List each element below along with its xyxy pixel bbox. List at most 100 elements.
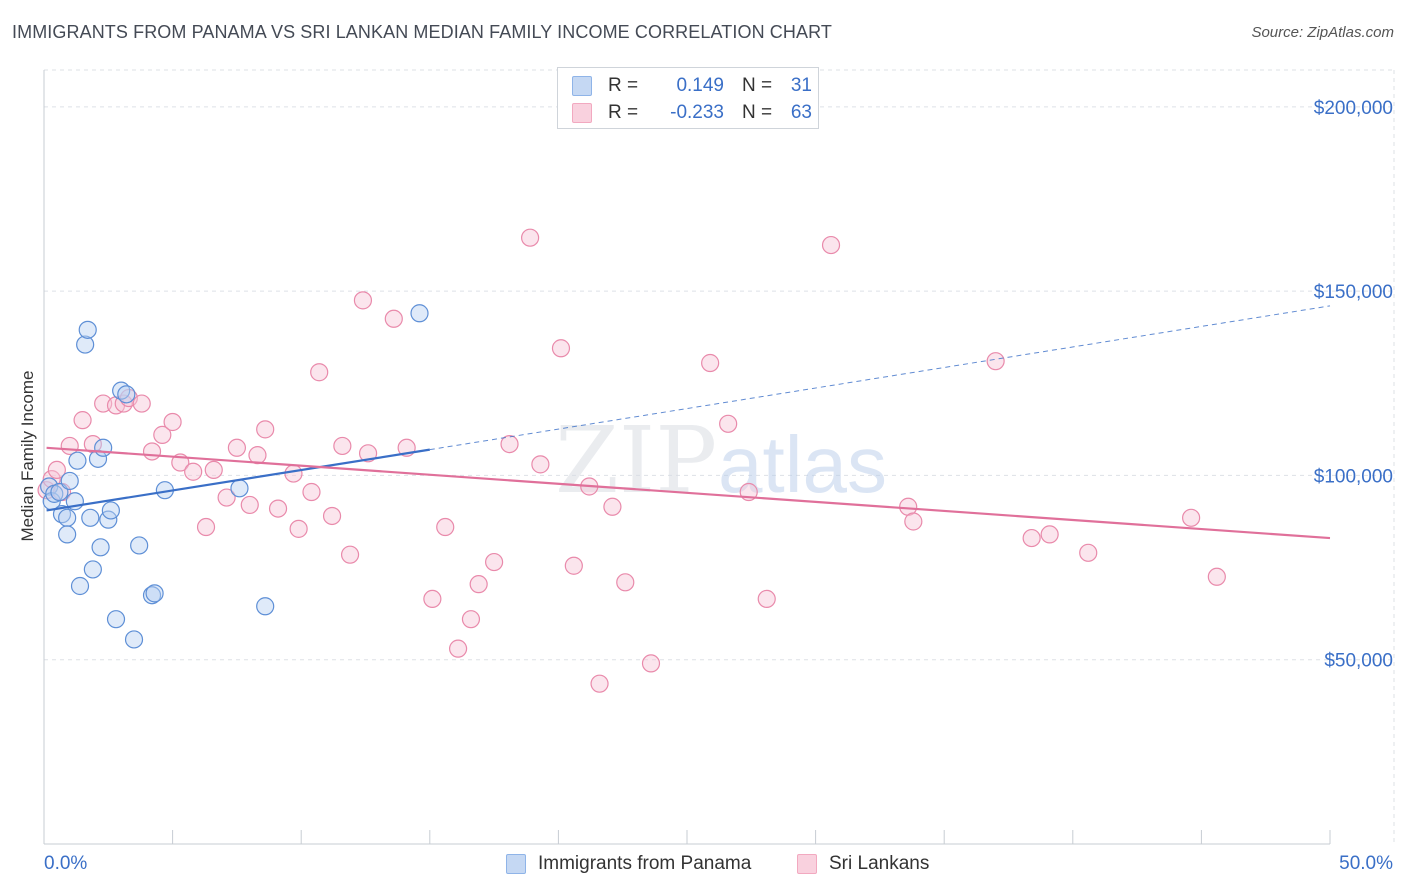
data-point <box>500 435 519 454</box>
trend-lines <box>46 305 1331 540</box>
data-point <box>142 442 162 461</box>
data-point <box>70 576 90 596</box>
data-point <box>531 455 550 474</box>
data-point <box>78 320 97 339</box>
legend-r-value: 0.149 <box>676 75 724 96</box>
data-point <box>73 411 92 430</box>
data-point <box>58 525 77 544</box>
data-point <box>423 589 442 609</box>
data-point <box>757 589 776 609</box>
y-tick-label: $100,000 <box>1314 466 1393 487</box>
data-point <box>94 438 113 457</box>
data-point <box>227 438 246 457</box>
data-point <box>145 584 164 603</box>
data-point <box>461 610 481 629</box>
data-point <box>47 460 66 479</box>
y-tick-label: $200,000 <box>1314 98 1393 119</box>
data-point <box>353 291 373 310</box>
legend-item-sri: Sri Lankans <box>797 851 929 877</box>
legend-n-value: 63 <box>790 102 812 123</box>
data-point <box>142 586 162 605</box>
data-point <box>410 304 429 323</box>
data-point <box>384 309 403 328</box>
data-point <box>1182 508 1201 527</box>
y-axis-label: Median Family Income <box>18 370 37 542</box>
legend-n-label: N = <box>742 75 773 96</box>
data-point <box>217 488 236 507</box>
data-point <box>641 654 661 673</box>
data-point <box>101 501 120 520</box>
data-point <box>106 610 126 629</box>
data-point <box>986 352 1005 371</box>
data-point <box>58 508 77 527</box>
data-point <box>469 575 488 594</box>
watermark-zip: ZIP <box>555 407 717 514</box>
trend-line-panama-projection <box>429 305 1331 451</box>
data-point <box>81 508 100 527</box>
data-point <box>603 497 622 516</box>
data-point <box>616 573 635 592</box>
series-sri-lankans <box>37 228 1226 693</box>
legend-r-value: -0.233 <box>670 102 724 123</box>
data-point <box>230 479 249 498</box>
data-point <box>564 556 583 575</box>
data-point <box>163 412 182 432</box>
series-immigrants-from-panama <box>40 304 429 649</box>
data-point <box>124 630 144 649</box>
data-point <box>719 414 738 433</box>
y-tick-label: $50,000 <box>1324 651 1393 672</box>
watermark-atlas: atlas <box>718 420 887 509</box>
watermark: ZIP atlas <box>555 407 887 514</box>
data-point <box>289 519 308 538</box>
legend-item-panama: Immigrants from Panama <box>506 851 751 877</box>
legend-swatch-sri <box>572 103 592 123</box>
data-point <box>310 363 329 382</box>
legend-label-panama: Immigrants from Panama <box>538 853 752 874</box>
data-point <box>1079 543 1098 562</box>
legend-r-label: R = <box>608 102 639 123</box>
data-point <box>68 451 87 470</box>
data-point <box>521 228 540 247</box>
legend-r-label: R = <box>608 75 639 96</box>
data-point <box>153 425 172 444</box>
data-point <box>448 639 468 658</box>
data-point <box>117 385 136 404</box>
data-point <box>1207 567 1226 586</box>
legend-n-value: 31 <box>790 75 812 96</box>
y-tick-label: $150,000 <box>1314 282 1393 303</box>
data-point <box>904 512 923 531</box>
data-point <box>485 552 504 572</box>
data-point <box>1022 528 1041 548</box>
data-point <box>1040 525 1059 544</box>
data-point <box>76 335 95 354</box>
chart-title: IMMIGRANTS FROM PANAMA VS SRI LANKAN MED… <box>12 22 832 42</box>
axes <box>43 70 1331 845</box>
data-point <box>184 462 203 481</box>
data-point <box>268 499 288 518</box>
legend-swatch-panama <box>506 854 526 874</box>
data-point <box>322 506 342 526</box>
data-point <box>333 436 352 456</box>
data-point <box>132 394 151 413</box>
legend-swatch-panama <box>572 76 592 96</box>
correlation-legend: R = 0.149 N = 31 R = -0.233 N = 63 <box>557 67 819 129</box>
data-point <box>821 235 841 255</box>
data-point <box>551 339 571 358</box>
data-point <box>196 517 216 537</box>
data-point <box>91 538 110 557</box>
data-point <box>130 536 149 555</box>
legend-swatch-sri <box>797 854 817 874</box>
tick-labels: $50,000 $100,000 $150,000 $200,000 0.0% 50.0% <box>44 98 1393 874</box>
data-point <box>284 464 303 483</box>
legend-label-sri: Sri Lankans <box>829 853 930 874</box>
data-point <box>256 420 275 439</box>
legend-row-sri: R = -0.233 N = 63 <box>572 100 812 126</box>
x-tick-label: 50.0% <box>1339 853 1393 874</box>
data-point <box>204 460 223 479</box>
data-point <box>436 517 455 537</box>
x-tick-label: 0.0% <box>44 853 87 874</box>
data-point <box>302 482 321 502</box>
data-point <box>590 674 609 693</box>
legend-row-panama: R = 0.149 N = 31 <box>572 73 812 99</box>
